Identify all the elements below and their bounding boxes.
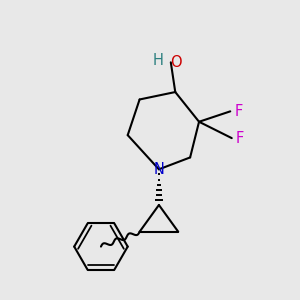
Text: N: N — [154, 162, 164, 177]
Text: F: F — [234, 104, 243, 119]
Text: F: F — [236, 130, 244, 146]
Text: O: O — [170, 55, 182, 70]
Text: H: H — [153, 53, 164, 68]
